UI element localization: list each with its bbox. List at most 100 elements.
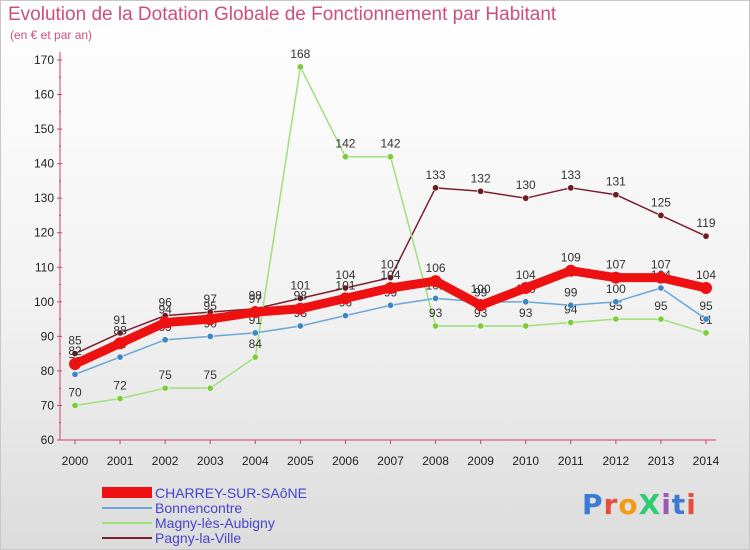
- y-tick-label: 60: [41, 433, 55, 447]
- data-point-magny-l-s-aubigny: [522, 322, 530, 330]
- data-point-bonnencontre: [116, 353, 124, 361]
- data-point-charrey-sur-sa-ne: [654, 271, 667, 284]
- data-label-pagny-la-ville: 96: [158, 296, 172, 310]
- data-point-charrey-sur-sa-ne: [564, 264, 577, 277]
- data-label-bonnencontre: 100: [606, 282, 626, 296]
- logo-letter: t: [671, 488, 687, 521]
- data-point-magny-l-s-aubigny: [567, 319, 575, 327]
- data-point-pagny-la-ville: [386, 274, 394, 282]
- data-point-charrey-sur-sa-ne: [339, 292, 352, 305]
- data-label-bonnencontre: 100: [471, 282, 491, 296]
- data-label-magny-l-s-aubigny: 95: [654, 299, 668, 313]
- data-label-charrey-sur-sa-ne: 82: [68, 344, 82, 358]
- x-tick-label: 2003: [197, 454, 224, 468]
- proxiti-logo: ProXiti: [582, 488, 697, 521]
- data-label-charrey-sur-sa-ne: 95: [204, 299, 218, 313]
- x-tick-label: 2006: [332, 454, 359, 468]
- data-point-pagny-la-ville: [71, 350, 79, 358]
- data-label-pagny-la-ville: 101: [290, 278, 310, 292]
- data-label-charrey-sur-sa-ne: 94: [158, 303, 172, 317]
- data-point-magny-l-s-aubigny: [161, 384, 169, 392]
- x-tick-label: 2014: [693, 454, 720, 468]
- data-label-charrey-sur-sa-ne: 107: [651, 258, 671, 272]
- data-point-bonnencontre: [206, 332, 214, 340]
- data-label-magny-l-s-aubigny: 72: [113, 379, 127, 393]
- data-point-pagny-la-ville: [522, 194, 530, 202]
- data-point-pagny-la-ville: [612, 191, 620, 199]
- data-label-pagny-la-ville: 85: [68, 334, 82, 348]
- data-point-magny-l-s-aubigny: [702, 329, 710, 337]
- legend-swatch-charrey: [102, 487, 152, 498]
- data-point-magny-l-s-aubigny: [657, 315, 665, 323]
- data-point-bonnencontre: [71, 370, 79, 378]
- logo-letter: o: [618, 488, 639, 521]
- data-point-bonnencontre: [296, 322, 304, 330]
- data-point-charrey-sur-sa-ne: [204, 313, 217, 326]
- y-tick-label: 150: [34, 122, 54, 136]
- data-label-charrey-sur-sa-ne: 107: [606, 258, 626, 272]
- legend-swatch-bonnencontre: [102, 507, 152, 509]
- data-label-charrey-sur-sa-ne: 97: [249, 292, 263, 306]
- data-point-magny-l-s-aubigny: [71, 401, 79, 409]
- data-label-pagny-la-ville: 125: [651, 195, 671, 209]
- x-tick-label: 2005: [287, 454, 314, 468]
- data-label-charrey-sur-sa-ne: 101: [335, 278, 355, 292]
- data-point-bonnencontre: [161, 336, 169, 344]
- chart-subtitle: (en € et par an): [10, 28, 93, 42]
- data-point-charrey-sur-sa-ne: [159, 316, 172, 329]
- y-tick-label: 130: [34, 191, 54, 205]
- data-label-pagny-la-ville: 131: [606, 175, 626, 189]
- data-point-charrey-sur-sa-ne: [69, 358, 81, 370]
- data-label-charrey-sur-sa-ne: 104: [516, 268, 536, 282]
- data-point-magny-l-s-aubigny: [116, 395, 124, 403]
- data-point-pagny-la-ville: [432, 184, 440, 192]
- data-point-charrey-sur-sa-ne: [249, 306, 262, 319]
- data-label-magny-l-s-aubigny: 70: [68, 385, 82, 399]
- data-point-magny-l-s-aubigny: [612, 315, 620, 323]
- y-tick-label: 160: [34, 88, 54, 102]
- data-point-magny-l-s-aubigny: [386, 153, 394, 161]
- data-point-magny-l-s-aubigny: [206, 384, 214, 392]
- data-label-charrey-sur-sa-ne: 104: [380, 268, 400, 282]
- y-tick-label: 170: [34, 53, 54, 67]
- data-label-pagny-la-ville: 132: [471, 171, 491, 185]
- data-label-magny-l-s-aubigny: 75: [204, 368, 218, 382]
- y-tick-label: 70: [41, 398, 55, 412]
- data-point-charrey-sur-sa-ne: [609, 271, 622, 284]
- data-point-magny-l-s-aubigny: [296, 63, 304, 71]
- data-point-charrey-sur-sa-ne: [294, 302, 307, 315]
- y-tick-label: 100: [34, 295, 54, 309]
- legend-swatch-magny: [102, 522, 152, 524]
- logo-letter: X: [638, 488, 662, 521]
- x-tick-label: 2001: [107, 454, 134, 468]
- data-label-bonnencontre: 99: [564, 285, 578, 299]
- logo-letter: i: [661, 488, 672, 521]
- data-label-pagny-la-ville: 119: [696, 216, 715, 230]
- data-label-pagny-la-ville: 98: [249, 289, 263, 303]
- data-point-charrey-sur-sa-ne: [384, 282, 397, 294]
- data-point-charrey-sur-sa-ne: [519, 282, 532, 294]
- data-point-bonnencontre: [251, 329, 259, 337]
- y-tick-label: 110: [35, 260, 54, 274]
- data-label-charrey-sur-sa-ne: 104: [696, 268, 716, 282]
- data-label-charrey-sur-sa-ne: 99: [474, 285, 488, 299]
- data-label-pagny-la-ville: 104: [335, 268, 355, 282]
- data-label-magny-l-s-aubigny: 93: [429, 306, 443, 320]
- data-point-bonnencontre: [341, 312, 349, 320]
- logo-letter: i: [686, 488, 697, 521]
- chart-title: Evolution de la Dotation Globale de Fonc…: [8, 4, 557, 25]
- x-tick-label: 2009: [467, 454, 494, 468]
- data-label-magny-l-s-aubigny: 142: [335, 137, 355, 151]
- y-tick-label: 120: [34, 226, 54, 240]
- data-point-bonnencontre: [702, 315, 710, 323]
- data-label-magny-l-s-aubigny: 84: [249, 337, 263, 351]
- data-point-bonnencontre: [612, 298, 620, 306]
- x-tick-label: 2007: [377, 454, 404, 468]
- x-tick-label: 2000: [62, 454, 89, 468]
- data-point-charrey-sur-sa-ne: [700, 282, 712, 294]
- legend-label-bonnencontre: Bonnencontre: [155, 500, 243, 516]
- data-point-bonnencontre: [522, 298, 530, 306]
- x-tick-label: 2002: [152, 454, 179, 468]
- data-label-charrey-sur-sa-ne: 98: [294, 289, 308, 303]
